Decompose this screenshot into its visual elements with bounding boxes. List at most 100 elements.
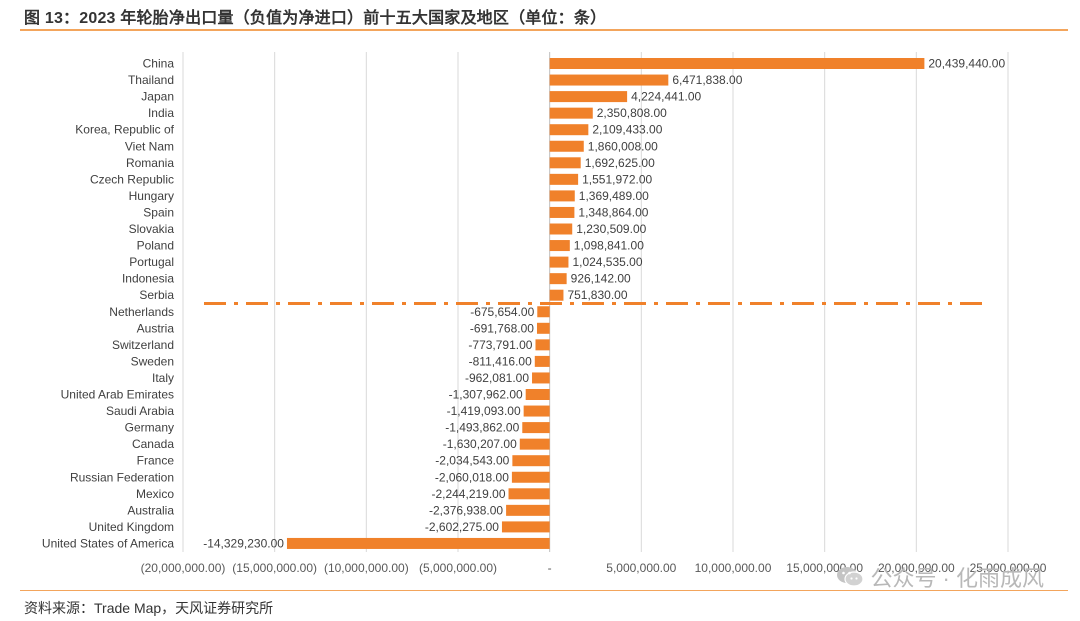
category-label: Japan (141, 90, 174, 104)
data-label: 2,350,808.00 (597, 106, 667, 120)
bar (535, 339, 550, 351)
bar (549, 58, 925, 69)
bar (519, 438, 550, 450)
data-label: -2,244,219.00 (431, 487, 505, 501)
data-label: 926,142.00 (571, 272, 631, 286)
data-label: -675,654.00 (470, 305, 534, 319)
data-label: -811,416.00 (469, 354, 532, 368)
bar (549, 140, 584, 152)
data-label: -14,329,230.00 (203, 536, 284, 550)
category-label: Spain (143, 205, 174, 219)
data-label: -1,307,962.00 (449, 388, 523, 402)
data-label: -2,376,938.00 (429, 503, 503, 517)
data-label: -2,060,018.00 (435, 470, 509, 484)
data-label: 751,830.00 (567, 288, 627, 302)
data-label: 2,109,433.00 (592, 123, 662, 137)
data-label: -773,791.00 (468, 338, 532, 352)
category-label: Germany (125, 421, 174, 435)
data-label: -1,493,862.00 (445, 421, 519, 435)
bar (549, 74, 669, 86)
footer-rule (20, 590, 1068, 591)
category-label: Australia (127, 503, 174, 517)
data-label: 1,024,535.00 (572, 255, 642, 269)
watermark-text: 公众号 · 化雨成风 (870, 566, 1044, 591)
category-label: Italy (152, 371, 174, 385)
data-label: -962,081.00 (465, 371, 529, 385)
x-tick-label: (15,000,000.00) (232, 561, 317, 575)
bar (549, 289, 564, 301)
category-label: Sweden (131, 354, 174, 368)
bar (511, 471, 550, 483)
category-label: Mexico (136, 487, 174, 501)
bar (534, 355, 550, 367)
category-label: Austria (137, 321, 175, 335)
x-tick-label: 10,000,000.00 (695, 561, 772, 575)
bar (286, 537, 550, 549)
x-tick-label: (10,000,000.00) (324, 561, 409, 575)
data-label: 1,369,489.00 (579, 189, 649, 203)
x-tick-label: 5,000,000.00 (606, 561, 676, 575)
x-tick-label: 25,000,000.00 (970, 561, 1047, 575)
x-tick-label: 20,000,000.00 (878, 561, 955, 575)
category-label: Thailand (128, 73, 174, 87)
bar (508, 488, 550, 500)
category-label: United Arab Emirates (61, 388, 174, 402)
x-tick-label: (20,000,000.00) (141, 561, 226, 575)
data-label: -691,768.00 (470, 321, 534, 335)
bar (525, 389, 550, 400)
category-label: France (137, 454, 175, 468)
bar (549, 91, 628, 103)
x-tick-label: - (548, 561, 552, 575)
data-label: -1,419,093.00 (447, 404, 521, 418)
data-label: 6,471,838.00 (672, 73, 742, 87)
category-label: Serbia (139, 288, 174, 302)
data-label: 1,860,008.00 (588, 139, 658, 153)
data-label: 1,230,509.00 (576, 222, 646, 236)
watermark: 公众号 · 化雨成风 (836, 561, 1044, 593)
data-label: 20,439,440.00 (928, 57, 1005, 71)
bar (537, 306, 550, 318)
category-label: United Kingdom (89, 520, 174, 534)
bar (549, 273, 567, 285)
category-label: Indonesia (122, 272, 174, 286)
category-label: Czech Republic (90, 172, 174, 186)
bar (549, 124, 589, 136)
bar (506, 504, 550, 516)
category-label: Hungary (129, 189, 174, 203)
bar-chart: (20,000,000.00) (15,000,000.00) (10,000,00… (42, 52, 1047, 575)
bar (522, 422, 550, 434)
bar (549, 206, 575, 218)
title-rule (20, 29, 1068, 31)
data-label: -2,034,543.00 (435, 454, 509, 468)
category-label: Saudi Arabia (106, 404, 174, 418)
category-label: Romania (126, 156, 174, 170)
bar (532, 372, 550, 384)
category-label: Switzerland (112, 338, 174, 352)
category-label: Canada (132, 437, 174, 451)
category-label: Korea, Republic of (75, 123, 174, 137)
data-label: 1,692,625.00 (585, 156, 655, 170)
x-tick-label: (5,000,000.00) (419, 561, 497, 575)
wechat-icon (837, 567, 865, 587)
category-label: Netherlands (109, 305, 174, 319)
bar (549, 190, 575, 202)
chart-title: 图 13：2023 年轮胎净出口量（负值为净进口）前十五大国家及地区（单位：条） (24, 10, 607, 27)
data-label: 4,224,441.00 (631, 90, 701, 104)
data-label: -1,630,207.00 (443, 437, 517, 451)
data-label: 1,098,841.00 (574, 239, 644, 253)
category-label: Poland (137, 239, 174, 253)
bar (501, 521, 550, 533)
category-label: Russian Federation (70, 470, 174, 484)
category-label: China (143, 57, 175, 71)
data-label: 1,551,972.00 (582, 172, 652, 186)
bar (549, 107, 593, 119)
category-label: India (148, 106, 174, 120)
bar (549, 157, 581, 169)
bar (536, 322, 550, 334)
source-note: 资料来源：Trade Map，天风证券研究所 (24, 600, 274, 616)
category-label: Viet Nam (125, 139, 174, 153)
bar (549, 173, 579, 185)
bar (549, 223, 573, 235)
data-label: 1,348,864.00 (578, 205, 648, 219)
bar (523, 405, 550, 417)
